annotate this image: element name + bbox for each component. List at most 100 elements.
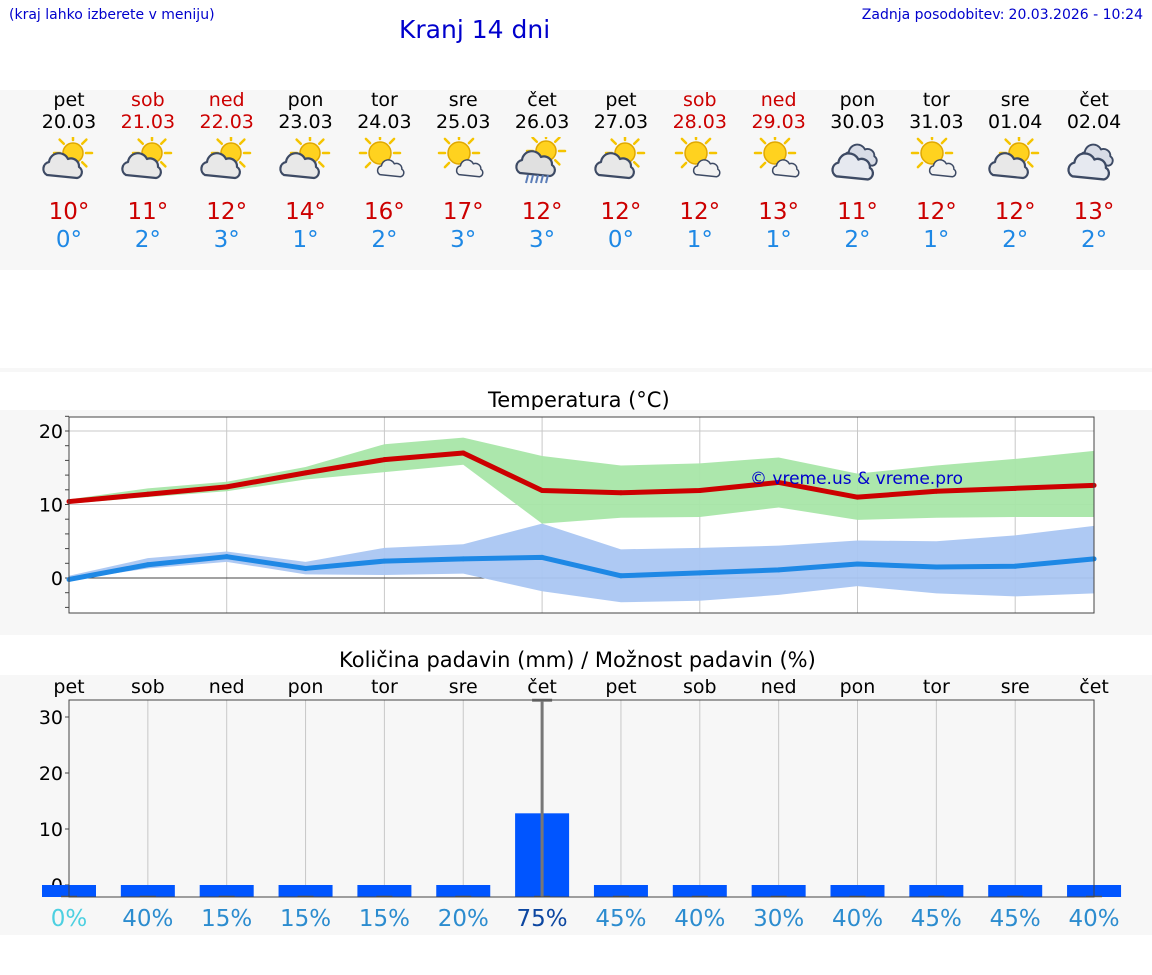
- partly-cloudy-icon: [987, 132, 1043, 183]
- plot-frame: [68, 699, 1095, 898]
- forecast-day: tor 31.03 12° 1°: [896, 89, 976, 253]
- y-tick-label: 10: [39, 495, 63, 517]
- day-name: pon: [287, 89, 324, 111]
- day-label: sre: [449, 676, 478, 698]
- day-date: 21.03: [120, 111, 176, 133]
- y-tick-label: 20: [39, 763, 63, 785]
- min-temperature: 1°: [765, 227, 792, 253]
- max-temperature: 11°: [127, 199, 169, 225]
- precipitation-bar: [436, 885, 491, 897]
- partly-cloudy-icon: [199, 132, 255, 183]
- precipitation-bar: [278, 885, 333, 897]
- precipitation-bar: [909, 885, 964, 897]
- precipitation-probability: 15%: [201, 906, 252, 932]
- y-tick-label: 10: [39, 819, 63, 841]
- y-tick-label: 30: [39, 707, 63, 729]
- precipitation-probability: 30%: [753, 906, 804, 932]
- max-temperature-point: [776, 479, 782, 485]
- precipitation-bar: [120, 885, 175, 897]
- precipitation-chart-title: Količina padavin (mm) / Možnost padavin …: [339, 648, 816, 672]
- max-temperature: 12°: [600, 199, 642, 225]
- day-name: tor: [922, 89, 950, 111]
- day-name: pon: [839, 89, 876, 111]
- precipitation-bar: [672, 885, 727, 897]
- day-name: ned: [760, 89, 797, 111]
- location-hint-link[interactable]: (kraj lahko izberete v meniju): [9, 7, 215, 23]
- min-temperature-range: [69, 523, 1095, 603]
- min-temperature: 3°: [529, 227, 556, 253]
- min-temperature: 0°: [607, 227, 634, 253]
- y-tick-label: 20: [39, 421, 63, 443]
- min-temperature-line: [68, 554, 1095, 582]
- precipitation-bar: [199, 885, 254, 897]
- min-temperature: 2°: [1080, 227, 1108, 253]
- min-temperature-point: [303, 565, 309, 571]
- daily-forecast-strip: pet 20.03 10° 0° sob 21.03 11° 2° ned 22.03 12° 3° p…: [0, 90, 1152, 270]
- day-date: 25.03: [436, 111, 491, 133]
- max-temperature: 10°: [48, 199, 90, 225]
- max-temperature: 14°: [285, 199, 326, 225]
- precipitation-chart: pet sob ned pon tor sre čet pet sob ned pon tor sre č…: [39, 676, 1122, 932]
- min-temperature: 1°: [292, 227, 319, 253]
- forecast-day: sob 28.03 12° 1°: [660, 90, 740, 253]
- day-date: 29.03: [751, 111, 806, 133]
- partly-cloudy-icon: [120, 132, 176, 183]
- day-label: sob: [131, 676, 165, 698]
- day-date: 20.03: [41, 111, 97, 133]
- max-temperature: 11°: [837, 199, 878, 225]
- day-name: sre: [1000, 89, 1030, 111]
- partly-cloudy-icon: [41, 132, 97, 183]
- last-updated: Zadnja posodobitev: 20.03.2026 - 10:24: [858, 7, 1143, 23]
- min-temperature: 2°: [844, 227, 871, 253]
- partly-cloudy-icon: [278, 132, 334, 183]
- forecast-day: tor 24.03 16° 2°: [344, 89, 424, 253]
- watermark: © vreme.us & vreme.pro: [750, 469, 963, 489]
- precipitation-probability: 15%: [280, 906, 331, 932]
- mostly-sunny-icon: [435, 131, 491, 183]
- precipitation-probability: 0%: [51, 906, 88, 932]
- day-name: čet: [1079, 89, 1109, 111]
- day-date: 22.03: [199, 111, 254, 133]
- forecast-day: ned 29.03 13° 1°: [739, 89, 819, 253]
- mostly-sunny-icon: [908, 131, 964, 183]
- updated-label: Zadnja posodobitev:: [861, 7, 1005, 23]
- day-date: 01.04: [987, 111, 1043, 133]
- day-date: 23.03: [278, 111, 333, 133]
- day-name: čet: [527, 89, 557, 111]
- min-temperature: 0°: [55, 227, 83, 253]
- precipitation-probability: 40%: [122, 906, 173, 932]
- precipitation-probability: 15%: [359, 906, 410, 932]
- precipitation-probability: 45%: [595, 906, 646, 932]
- day-label: čet: [1079, 676, 1109, 698]
- cloudy-icon: [828, 137, 884, 183]
- max-temperature-point: [933, 488, 939, 494]
- max-temperature: 12°: [915, 199, 957, 225]
- min-temperature-point: [618, 573, 624, 579]
- max-temperature: 17°: [442, 199, 484, 225]
- day-name: sre: [448, 89, 478, 111]
- precipitation-probability: 45%: [911, 906, 962, 932]
- max-temperature: 12°: [679, 199, 721, 225]
- forecast-day: sre 01.04 12° 2°: [975, 89, 1055, 253]
- min-temperature: 3°: [213, 227, 240, 253]
- min-temperature-point: [697, 570, 703, 576]
- min-temperature: 1°: [923, 227, 950, 253]
- max-temperature: 12°: [521, 199, 563, 225]
- temperature-chart-background: 0 10 20 © vreme.us & vreme.pro: [0, 410, 1152, 635]
- precipitation-bar: [751, 885, 806, 897]
- y-tick-label: 0: [51, 568, 63, 590]
- day-label: sre: [1001, 676, 1030, 698]
- divider: [0, 368, 1152, 372]
- forecast-day: sob 21.03 11° 2°: [108, 90, 188, 253]
- mostly-sunny-icon: [751, 131, 807, 183]
- max-temperature-range: [69, 437, 1095, 524]
- day-label: tor: [371, 676, 398, 698]
- day-label: sob: [683, 676, 717, 698]
- day-date: 24.03: [357, 111, 412, 133]
- forecast-day: pet 20.03 10° 0°: [29, 90, 109, 253]
- day-name: tor: [370, 89, 398, 111]
- min-temperature-point: [145, 562, 151, 568]
- mostly-sunny-icon: [672, 131, 728, 183]
- max-temperature-point: [145, 491, 151, 497]
- forecast-day: ned 22.03 12° 3°: [187, 90, 267, 253]
